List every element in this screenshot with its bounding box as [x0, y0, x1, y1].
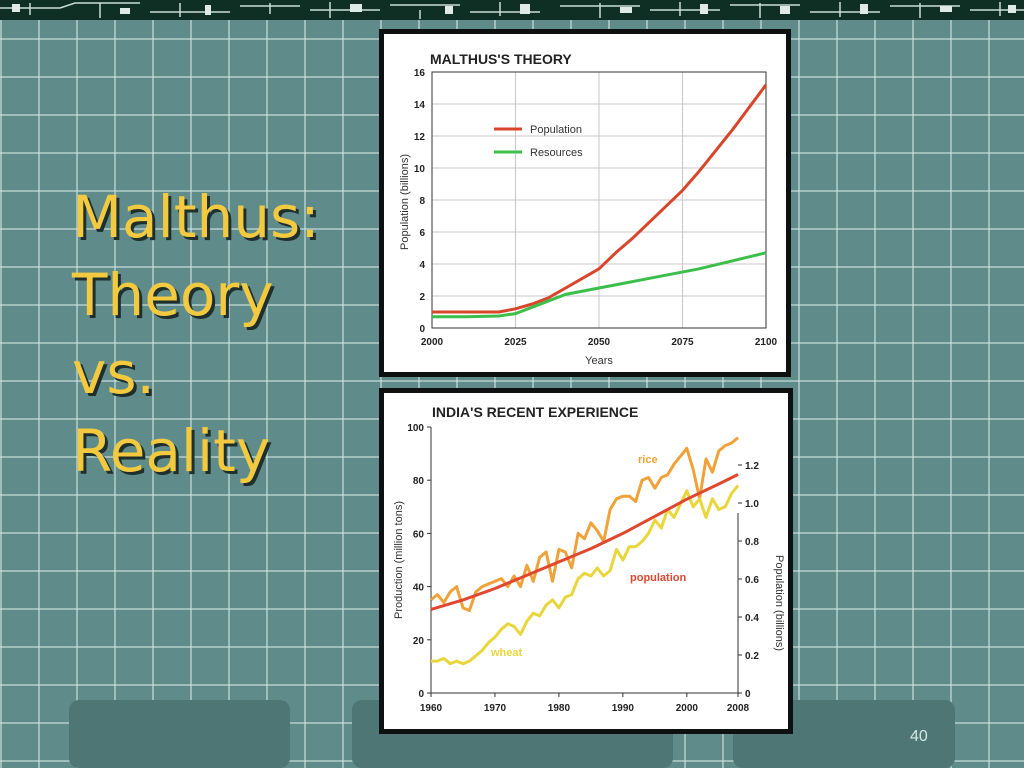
y-tick-label: 60 [413, 529, 425, 540]
x-tick-label: 2000 [676, 703, 699, 714]
x-tick-label: 1960 [420, 703, 443, 714]
india-chart-svg: INDIA'S RECENT EXPERIENCE 0 20 40 60 80 100 0… [393, 404, 785, 714]
india-chart-frame: INDIA'S RECENT EXPERIENCE 0 20 40 60 80 100 0… [379, 388, 793, 734]
data-series [430, 436, 740, 666]
y-tick-label: 4 [419, 260, 425, 271]
footer-box-left [69, 700, 290, 768]
y-tick-label: 12 [414, 132, 426, 143]
series-line-population [432, 83, 768, 314]
y-axis-label: Population (billions) [399, 154, 411, 250]
x-tick-label: 1990 [612, 703, 635, 714]
x-tick-labels: 2000 2025 2050 2075 2100 [421, 337, 778, 348]
y-tick-label: 20 [413, 636, 425, 647]
y-tick-label: 6 [419, 228, 425, 239]
x-tick-label: 2050 [588, 337, 611, 348]
circuit-board-banner [0, 0, 1024, 20]
y-tick-label: 0 [418, 689, 424, 700]
y-tick-label: 2 [419, 292, 425, 303]
x-tick-label: 2000 [421, 337, 444, 348]
y2-tick-label: 0 [745, 689, 751, 700]
x-tick-label: 2008 [727, 703, 750, 714]
slide-number: 40 [910, 728, 928, 745]
malthus-chart-frame: MALTHUS'S THEORY 0 2 4 6 8 10 12 14 16 2000 2025 2… [379, 29, 791, 377]
y2-tick-label: 0.8 [745, 537, 759, 548]
right-tick-labels: 0 0.2 0.4 0.6 0.8 1.0 1.2 [738, 461, 759, 700]
chart-title: INDIA'S RECENT EXPERIENCE [432, 404, 638, 420]
legend-label-resources: Resources [530, 147, 583, 159]
y2-tick-label: 1.0 [745, 499, 759, 510]
legend-label-population: Population [530, 124, 582, 136]
x-tick-label: 2100 [755, 337, 778, 348]
series-line-rice [430, 436, 739, 612]
y-tick-label: 8 [419, 196, 425, 207]
title-line-3: vs. [72, 339, 155, 407]
y2-tick-label: 0.2 [745, 651, 759, 662]
series-line-resources [432, 251, 767, 319]
y2-tick-label: 0.4 [745, 613, 759, 624]
series-label-wheat: wheat [490, 647, 523, 659]
y-tick-label: 0 [419, 324, 425, 335]
data-series [432, 83, 768, 319]
x-axis-label: Years [585, 355, 613, 367]
y2-tick-label: 0.6 [745, 575, 759, 586]
slide-title: Malthus: Theory vs. Reality [72, 178, 372, 490]
title-line-4: Reality [72, 417, 271, 485]
y2-tick-label: 1.2 [745, 461, 759, 472]
x-tick-labels: 1960 1970 1980 1990 2000 2008 [420, 693, 750, 714]
title-line-2: Theory [72, 261, 274, 329]
y-axis-label: Production (million tons) [393, 501, 405, 619]
y-tick-label: 10 [414, 164, 426, 175]
malthus-chart: MALTHUS'S THEORY 0 2 4 6 8 10 12 14 16 2000 2025 2… [384, 34, 786, 372]
series-line-population [430, 473, 739, 611]
y-tick-label: 100 [407, 423, 424, 434]
india-chart: INDIA'S RECENT EXPERIENCE 0 20 40 60 80 100 0… [384, 393, 788, 729]
y-tick-label: 16 [414, 68, 426, 79]
circuit-pattern [0, 2, 1024, 19]
series-label-population: population [630, 572, 686, 584]
plot-area [431, 71, 767, 329]
y-tick-label: 14 [414, 100, 426, 111]
x-tick-label: 2075 [671, 337, 694, 348]
series-label-rice: rice [638, 454, 658, 466]
y-tick-labels: 0 2 4 6 8 10 12 14 16 [414, 68, 426, 335]
chart-title: MALTHUS'S THEORY [430, 51, 572, 67]
series-line-wheat [431, 484, 740, 666]
title-line-1: Malthus: [72, 183, 320, 251]
gridlines [431, 71, 767, 329]
y-tick-label: 40 [413, 583, 425, 594]
legend: Population Resources [494, 124, 583, 159]
left-tick-labels: 0 20 40 60 80 100 [407, 423, 431, 700]
y-tick-label: 80 [413, 476, 425, 487]
x-tick-label: 1970 [484, 703, 507, 714]
x-tick-label: 1980 [548, 703, 571, 714]
x-tick-label: 2025 [504, 337, 527, 348]
y2-axis-label: Population (billions) [773, 555, 785, 651]
